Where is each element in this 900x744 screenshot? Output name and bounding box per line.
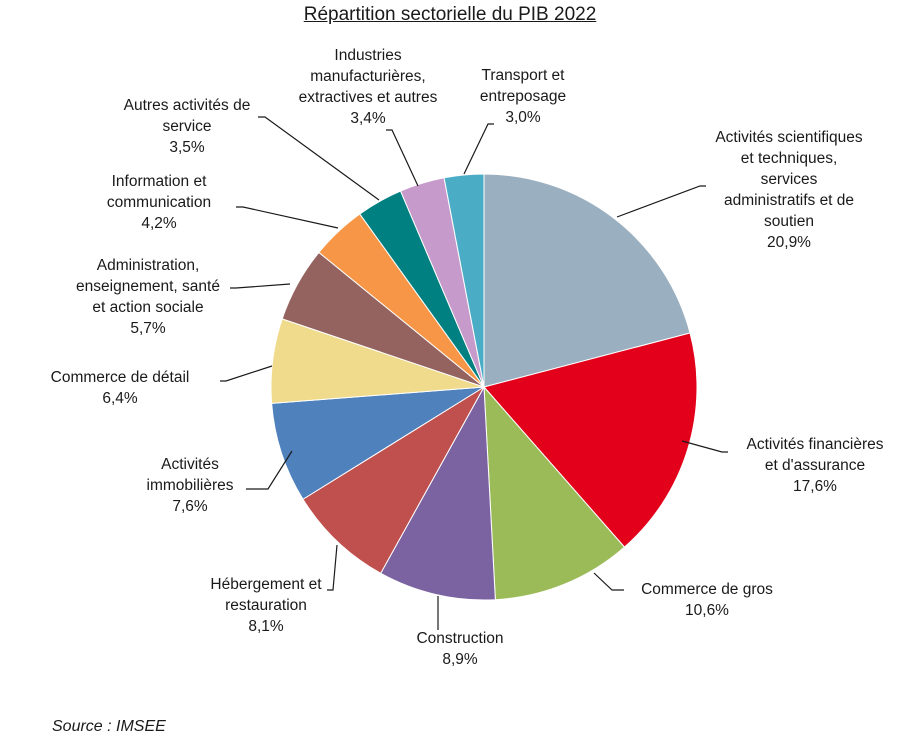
leader-line: [327, 544, 338, 591]
slice-label-line: et action sociale: [92, 299, 203, 316]
slice-label-line: Commerce de détail: [51, 369, 190, 386]
slice-label-line: Activités: [161, 456, 219, 473]
slice-label-line: extractives et autres: [299, 89, 438, 106]
slice-label: Construction 8,9%: [416, 630, 503, 668]
slice-label: Hébergement et restauration 8,1%: [210, 576, 322, 635]
pie-slice: [302, 385, 486, 574]
slice-label-line: Transport et: [482, 67, 566, 84]
slice-label-line: entreposage: [480, 88, 566, 105]
leader-line: [236, 206, 339, 229]
leader-line: [246, 450, 293, 490]
slice-label-line: Commerce de gros: [641, 581, 773, 598]
slice-label-line: immobilières: [147, 477, 234, 494]
leader-line: [463, 123, 494, 175]
slice-label: Administration, enseignement, santé et act…: [76, 257, 220, 337]
slice-value-label: 5,7%: [130, 320, 166, 337]
slice-label-line: manufacturières,: [310, 68, 425, 85]
source-note: Source : IMSEE: [52, 718, 166, 735]
slice-label-line: et d'assurance: [765, 457, 865, 474]
slice-label-line: Information et: [112, 173, 207, 190]
slice-label: Information et communication 4,2%: [107, 173, 211, 232]
slice-label: Transport et entreposage 3,0%: [480, 67, 566, 126]
slice-label-line: et techniques,: [741, 150, 838, 167]
slice-value-label: 3,0%: [505, 109, 541, 126]
slice-value-label: 20,9%: [767, 234, 811, 251]
pie-slice: [483, 385, 626, 601]
slice-label: Commerce de détail 6,4%: [51, 369, 190, 407]
slice-value-label: 3,4%: [350, 110, 386, 127]
slice-label-line: Activités scientifiques: [715, 129, 863, 146]
pie-slice: [443, 173, 485, 388]
slice-value-label: 8,9%: [442, 651, 478, 668]
pie-slice: [483, 332, 698, 548]
pie-slice: [380, 385, 496, 601]
leader-line: [220, 365, 273, 382]
pie-slice: [271, 386, 485, 500]
slice-value-label: 4,2%: [141, 215, 177, 232]
slice-value-label: 7,6%: [172, 498, 208, 515]
slice-label: Activités immobilières 7,6%: [147, 456, 234, 515]
slice-label-line: Industries: [334, 47, 401, 64]
slice-value-label: 3,5%: [169, 139, 205, 156]
slice-label: Activités financières et d'assurance 17,6%: [747, 436, 884, 495]
slice-value-label: 8,1%: [248, 618, 284, 635]
slice-label-line: restauration: [225, 597, 307, 614]
pie-slice: [483, 173, 691, 388]
leader-line: [258, 116, 380, 201]
slice-label-line: Administration,: [97, 257, 200, 274]
slice-label-line: enseignement, santé: [76, 278, 220, 295]
slice-label-line: Construction: [416, 630, 503, 647]
slice-label-line: services: [761, 171, 818, 188]
slice-label: Industries manufacturières, extractives et…: [299, 47, 438, 127]
slice-label-line: Autres activités de: [124, 97, 251, 114]
slice-value-label: 10,6%: [685, 602, 729, 619]
slice-label: Commerce de gros 10,6%: [641, 581, 773, 619]
slice-label-line: administratifs et de: [724, 192, 854, 209]
slice-label-line: soutien: [764, 213, 814, 230]
slice-label: Autres activités de service 3,5%: [124, 97, 251, 156]
leader-line: [593, 572, 624, 591]
slice-value-label: 6,4%: [102, 390, 138, 407]
slice-label-line: Activités financières: [747, 436, 884, 453]
slice-value-label: 17,6%: [793, 478, 837, 495]
slice-label-line: Hébergement et: [210, 576, 322, 593]
leader-line: [616, 185, 706, 218]
slice-label-line: service: [162, 118, 211, 135]
chart-title: Répartition sectorielle du PIB 2022: [303, 4, 597, 25]
leader-line: [386, 129, 419, 187]
slice-label-line: communication: [107, 194, 211, 211]
leader-line: [230, 283, 291, 289]
slice-label: Activités scientifiques et techniques, ser…: [715, 129, 863, 251]
leader-line: [681, 440, 728, 453]
